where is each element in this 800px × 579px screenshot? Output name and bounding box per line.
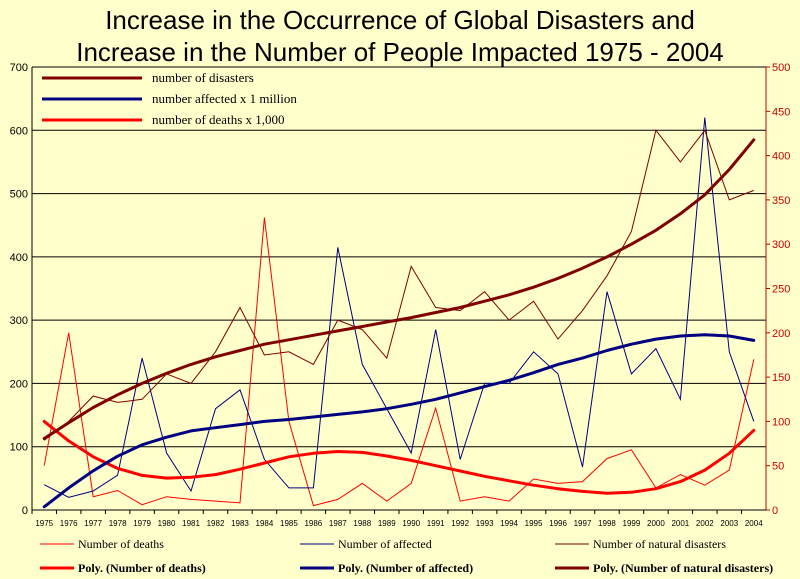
legend-bottom: Number of deaths Number of affected Number… bbox=[40, 537, 773, 575]
trendline-poly-number-of-natural-disasters- bbox=[42, 138, 756, 440]
y-right-tick-label: 250 bbox=[772, 284, 790, 296]
trendline-poly-number-of-affected- bbox=[42, 333, 756, 509]
series-line-number-of-natural-disasters bbox=[43, 129, 754, 441]
legend-bottom-label: Poly. (Number of affected) bbox=[338, 561, 473, 575]
y-left-tick-label: 500 bbox=[10, 189, 28, 201]
chart-title-line1: Increase in the Occurrence of Global Dis… bbox=[105, 5, 695, 35]
x-tick-label: 1996 bbox=[549, 519, 567, 528]
x-tick-label: 1981 bbox=[182, 519, 200, 528]
y-right-tick-label: 350 bbox=[772, 195, 790, 207]
legend-top-label: number of disasters bbox=[152, 70, 254, 85]
trendline-poly-number-of-deaths- bbox=[42, 419, 756, 495]
chart-title-line2: Increase in the Number of People Impacte… bbox=[76, 37, 724, 67]
x-tick-label: 1979 bbox=[133, 519, 151, 528]
axes bbox=[31, 66, 770, 514]
legend-bottom-label: Number of affected bbox=[338, 537, 432, 551]
legend-bottom-label: Poly. (Number of natural disasters) bbox=[593, 561, 773, 575]
x-tick-label: 2004 bbox=[745, 519, 763, 528]
y-right-tick-label: 300 bbox=[772, 239, 790, 251]
x-tick-label: 1983 bbox=[231, 519, 249, 528]
series-line-number-of-affected bbox=[43, 117, 755, 498]
x-tick-label: 1978 bbox=[109, 519, 127, 528]
x-tick-label: 2002 bbox=[696, 519, 714, 528]
chart-title: Increase in the Occurrence of Global Dis… bbox=[0, 4, 800, 68]
y-right-tick-label: 50 bbox=[772, 461, 784, 473]
x-tick-label: 1997 bbox=[574, 519, 592, 528]
y-left-tick-label: 300 bbox=[10, 315, 28, 327]
x-tick-label: 1991 bbox=[427, 519, 445, 528]
y-right-tick-label: 0 bbox=[772, 505, 778, 517]
x-tick-label: 1985 bbox=[280, 519, 298, 528]
y-left-tick-label: 100 bbox=[10, 442, 28, 454]
x-tick-label: 1994 bbox=[500, 519, 518, 528]
x-tick-label: 1995 bbox=[525, 519, 543, 528]
x-tick-label: 1982 bbox=[207, 519, 225, 528]
y-right-tick-label: 200 bbox=[772, 328, 790, 340]
x-tick-label: 1993 bbox=[476, 519, 494, 528]
x-tick-label: 1977 bbox=[84, 519, 102, 528]
y-right-tick-label: 450 bbox=[772, 106, 790, 118]
x-tick-label: 1990 bbox=[402, 519, 420, 528]
x-tick-label: 1980 bbox=[158, 519, 176, 528]
legend-bottom-label: Number of natural disasters bbox=[593, 537, 726, 551]
y-left-tick-label: 400 bbox=[10, 252, 28, 264]
x-tick-label: 1986 bbox=[304, 519, 322, 528]
legend-bottom-label: Number of deaths bbox=[78, 537, 164, 551]
x-tick-label: 1989 bbox=[378, 519, 396, 528]
y-left-tick-label: 700 bbox=[10, 62, 28, 74]
gridlines bbox=[32, 66, 766, 511]
x-tick-label: 1984 bbox=[256, 519, 274, 528]
x-tick-label: 2001 bbox=[671, 519, 689, 528]
x-tick-label: 1999 bbox=[623, 519, 641, 528]
legend-bottom-label: Poly. (Number of deaths) bbox=[78, 561, 206, 575]
y-right-tick-label: 500 bbox=[772, 62, 790, 74]
y-right-tick-label: 400 bbox=[772, 151, 790, 163]
y-left-tick-label: 0 bbox=[22, 505, 28, 517]
x-tick-label: 1992 bbox=[451, 519, 469, 528]
tick-labels: 0 100 200 300 400 500 600 700 0 50 100 150 200 250 300… bbox=[10, 62, 791, 528]
series-line-number-of-deaths bbox=[43, 217, 755, 507]
y-left-tick-label: 600 bbox=[10, 125, 28, 137]
x-tick-label: 2000 bbox=[647, 519, 665, 528]
y-left-tick-label: 200 bbox=[10, 378, 28, 390]
x-tick-label: 1987 bbox=[329, 519, 347, 528]
legend-top: number of disasters number affected x 1 m… bbox=[42, 70, 297, 127]
x-tick-label: 1975 bbox=[35, 519, 53, 528]
y-right-tick-label: 150 bbox=[772, 372, 790, 384]
x-tick-label: 1998 bbox=[598, 519, 616, 528]
x-tick-label: 2003 bbox=[720, 519, 738, 528]
x-tick-label: 1976 bbox=[60, 519, 78, 528]
plot-area bbox=[42, 117, 756, 509]
x-tick-label: 1988 bbox=[353, 519, 371, 528]
legend-top-label: number of deaths x 1,000 bbox=[152, 112, 285, 127]
legend-top-label: number affected x 1 million bbox=[152, 91, 297, 106]
y-right-tick-label: 100 bbox=[772, 416, 790, 428]
